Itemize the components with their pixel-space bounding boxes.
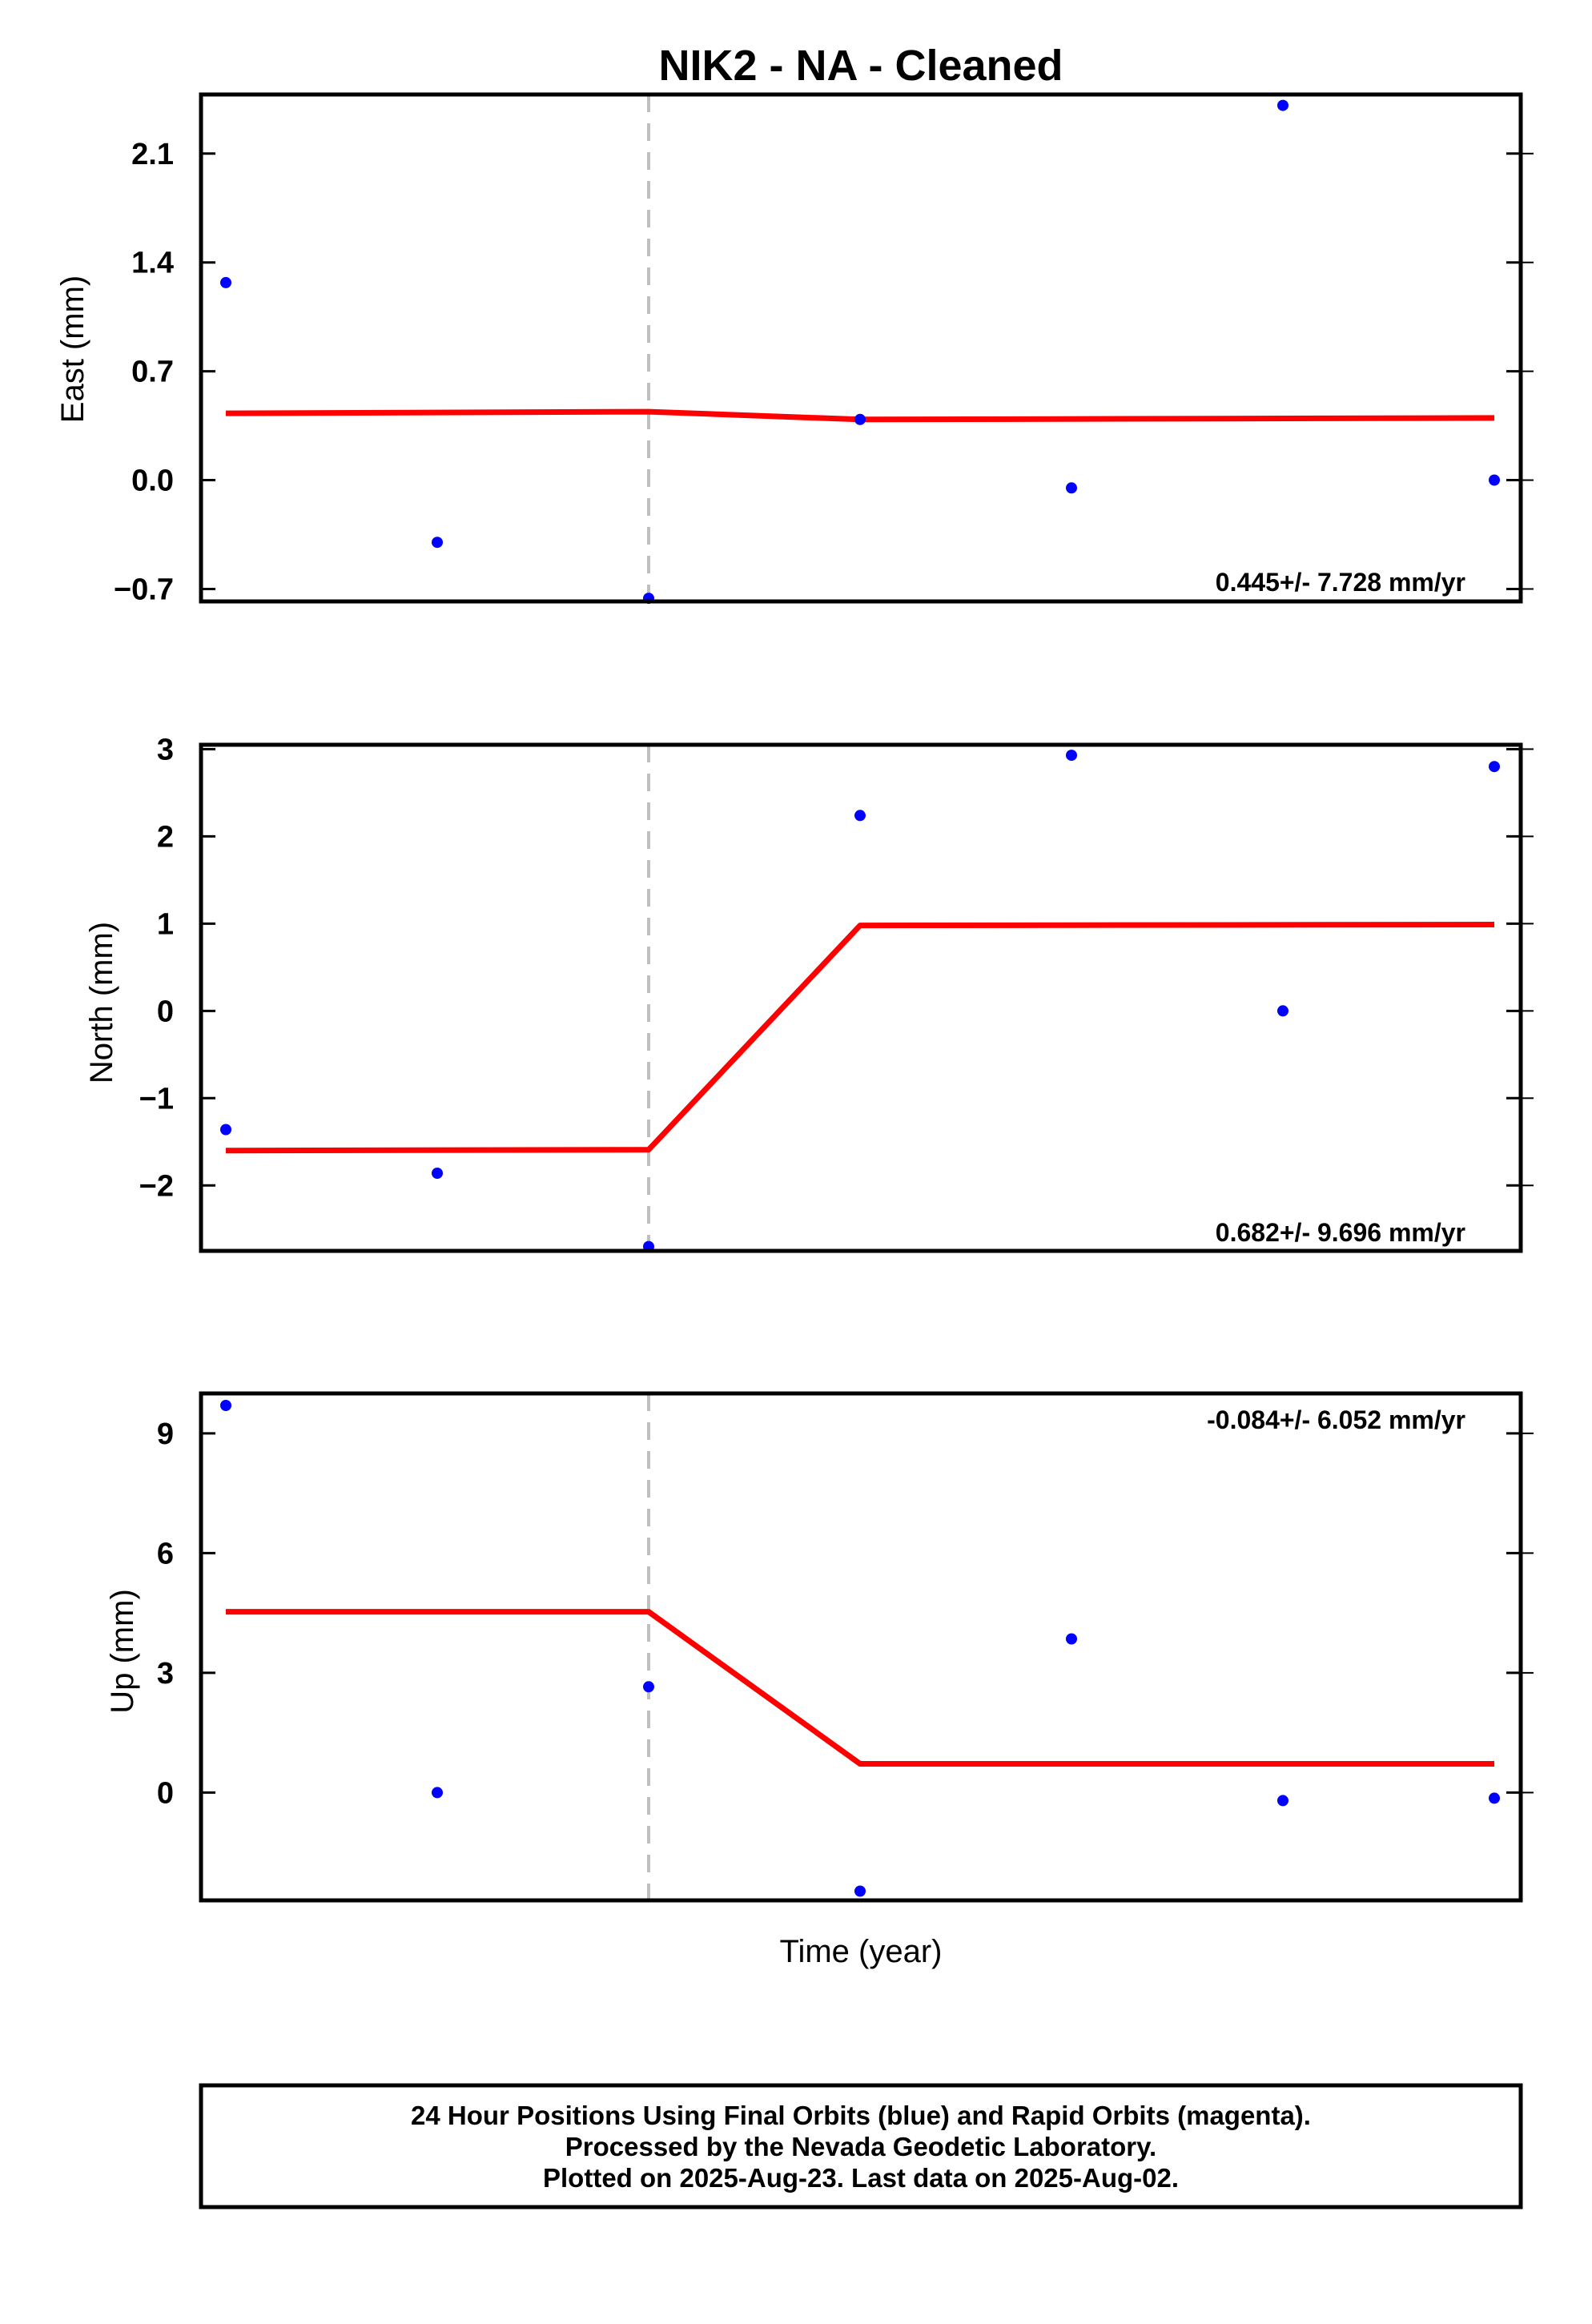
east-data-point (1066, 482, 1077, 494)
east-axis-label: East (mm) (55, 275, 90, 423)
north-data-point (854, 810, 866, 822)
footer-frame (199, 2083, 1523, 2209)
up-data-point (432, 1787, 443, 1799)
footer-line-3: Plotted on 2025-Aug-23. Last data on 202… (543, 2163, 1179, 2193)
east-plot-frame (199, 92, 1523, 604)
east-data-point (1489, 474, 1500, 486)
north-ytick-label: −2 (139, 1169, 174, 1203)
north-ytick-label: 3 (157, 733, 174, 766)
east-data-point (1277, 99, 1288, 111)
east-ytick-label: −0.7 (114, 573, 174, 606)
north-ytick-label: 2 (157, 820, 174, 854)
x-axis-label: Time (year) (780, 1934, 943, 1969)
up-ytick-label: 0 (157, 1776, 174, 1810)
north-data-point (1489, 761, 1500, 773)
up-data-point (1277, 1795, 1288, 1807)
footer-line-2: Processed by the Nevada Geodetic Laborat… (565, 2132, 1156, 2161)
up-panel: Up (mm) -0.084+/- 6.052 mm/yr 0 3 6 9 (105, 1391, 1534, 1903)
east-data-point (220, 276, 231, 288)
up-data-point (1066, 1633, 1077, 1645)
east-rate-label: 0.445+/- 7.728 mm/yr (1216, 568, 1465, 597)
east-ytick-label: 0.7 (131, 356, 174, 389)
north-data-point (1277, 1005, 1288, 1017)
east-ytick-label: 1.4 (131, 247, 174, 280)
up-data-point (854, 1885, 866, 1897)
east-data-point (854, 413, 866, 425)
north-plot-frame (199, 742, 1523, 1253)
up-data-point (220, 1400, 231, 1411)
north-rate-label: 0.682+/- 9.696 mm/yr (1216, 1218, 1465, 1247)
up-data-point (1489, 1792, 1500, 1804)
up-data-point (643, 1681, 654, 1693)
east-panel: East (mm) 0.445+/- 7.728 mm/yr −0.7 0.0 0.… (55, 92, 1534, 606)
footer-line-1: 24 Hour Positions Using Final Orbits (bl… (411, 2101, 1311, 2130)
footer-box: 24 Hour Positions Using Final Orbits (bl… (199, 2083, 1523, 2209)
up-axis-label: Up (mm) (105, 1589, 140, 1714)
up-ytick-label: 3 (157, 1657, 174, 1691)
east-fit-line (225, 408, 1495, 423)
up-fit-line (226, 1609, 1494, 1767)
north-data-point (432, 1168, 443, 1179)
up-ytick-label: 9 (157, 1417, 174, 1451)
north-ytick-label: 0 (157, 995, 174, 1028)
north-data-point (220, 1124, 231, 1136)
north-axis-label: North (mm) (84, 922, 119, 1084)
up-rate-label: -0.084+/- 6.052 mm/yr (1207, 1405, 1465, 1434)
east-ytick-label: 2.1 (131, 138, 174, 171)
up-plot-frame (199, 1391, 1523, 1903)
east-ytick-label: 0.0 (131, 464, 174, 498)
north-ytick-label: −1 (139, 1082, 174, 1116)
east-data-point (432, 537, 443, 549)
north-fit-line (225, 922, 1495, 1154)
chart-title: NIK2 - NA - Cleaned (658, 42, 1063, 90)
north-ytick-label: 1 (157, 907, 174, 941)
up-ytick-label: 6 (157, 1537, 174, 1570)
north-data-point (1066, 750, 1077, 762)
north-panel: North (mm) 0.682+/- 9.696 mm/yr −2 −1 0 1 2 3 (84, 733, 1534, 1253)
